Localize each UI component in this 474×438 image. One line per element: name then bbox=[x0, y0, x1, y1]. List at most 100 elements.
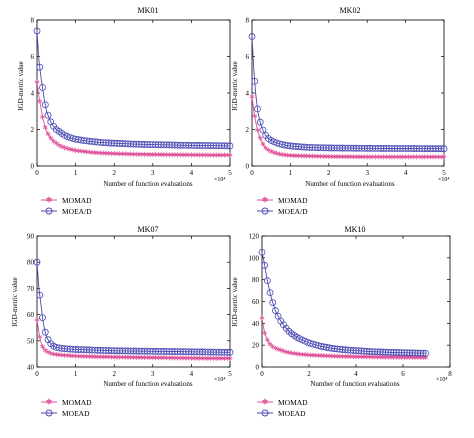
data-point-marker bbox=[355, 144, 363, 152]
data-point-marker bbox=[36, 291, 44, 299]
data-point-marker bbox=[121, 347, 129, 355]
legend-label-1: MOMAD bbox=[278, 398, 308, 407]
data-point-marker bbox=[392, 349, 400, 356]
data-point-marker bbox=[259, 126, 267, 134]
data-point-marker bbox=[193, 142, 201, 149]
data-point-marker bbox=[328, 344, 336, 352]
data-point-marker bbox=[72, 346, 79, 353]
data-point-marker bbox=[196, 142, 204, 149]
data-point-marker bbox=[94, 346, 102, 354]
data-point-marker bbox=[66, 345, 74, 353]
legend-marker-2 bbox=[45, 409, 53, 417]
data-point-marker bbox=[152, 141, 159, 149]
data-point-marker bbox=[91, 138, 99, 146]
data-point-marker bbox=[174, 348, 182, 356]
data-point-marker bbox=[325, 144, 333, 152]
data-point-marker bbox=[69, 345, 77, 353]
x-tick-label: 0 bbox=[35, 169, 39, 177]
data-point-marker bbox=[372, 144, 379, 152]
data-point-marker bbox=[256, 118, 264, 126]
legend-label-2: MOEA/D bbox=[278, 207, 308, 216]
data-point-marker bbox=[210, 348, 217, 356]
legend-marker-2 bbox=[261, 409, 269, 417]
y-tick-label: 90 bbox=[27, 233, 35, 241]
y-tick-label: 0 bbox=[256, 364, 260, 372]
data-point-marker bbox=[223, 142, 231, 150]
data-point-marker bbox=[199, 142, 206, 149]
data-point-marker bbox=[146, 141, 154, 148]
data-point-marker bbox=[437, 145, 445, 153]
data-point-marker bbox=[366, 348, 373, 355]
data-point-marker bbox=[249, 94, 255, 100]
data-point-marker bbox=[42, 124, 48, 130]
data-point-marker bbox=[119, 347, 126, 355]
data-point-marker bbox=[171, 141, 179, 149]
data-point-marker bbox=[366, 144, 374, 152]
data-point-marker bbox=[165, 348, 173, 355]
data-point-marker bbox=[317, 342, 325, 350]
data-point-marker bbox=[124, 140, 132, 148]
y-tick-label: 100 bbox=[249, 254, 260, 262]
data-point-marker bbox=[185, 348, 193, 356]
data-point-marker bbox=[196, 348, 204, 356]
data-point-marker bbox=[204, 142, 212, 149]
y-tick-label: 60 bbox=[27, 311, 35, 319]
data-point-marker bbox=[406, 349, 414, 357]
data-point-marker bbox=[259, 315, 265, 321]
data-point-marker bbox=[258, 248, 266, 256]
data-point-marker bbox=[267, 341, 273, 347]
data-point-marker bbox=[110, 347, 118, 355]
data-point-marker bbox=[187, 141, 195, 149]
y-tick-label: 8 bbox=[31, 17, 35, 25]
data-point-marker bbox=[319, 144, 327, 152]
data-point-marker bbox=[226, 142, 234, 150]
data-point-marker bbox=[320, 343, 328, 351]
data-point-marker bbox=[218, 348, 226, 356]
data-point-marker bbox=[37, 98, 43, 104]
data-point-marker bbox=[116, 140, 124, 147]
data-point-marker bbox=[311, 144, 319, 152]
chart-title: MK02 bbox=[340, 6, 361, 15]
data-point-marker bbox=[135, 347, 143, 355]
y-tick-label: 20 bbox=[252, 342, 260, 350]
data-point-marker bbox=[248, 33, 256, 40]
legend-marker-2 bbox=[261, 207, 269, 215]
y-tick-label: 40 bbox=[27, 364, 35, 372]
x-multiplier: ×10⁴ bbox=[214, 177, 225, 183]
y-tick-label: 6 bbox=[246, 53, 250, 61]
data-point-marker bbox=[70, 147, 76, 153]
y-tick-label: 6 bbox=[31, 53, 35, 61]
data-point-marker bbox=[199, 348, 206, 356]
data-point-marker bbox=[201, 142, 209, 149]
data-point-marker bbox=[328, 144, 335, 152]
data-point-marker bbox=[363, 144, 371, 152]
y-tick-label: 80 bbox=[252, 276, 260, 284]
data-point-marker bbox=[190, 348, 198, 356]
data-point-marker bbox=[110, 139, 118, 147]
data-point-marker bbox=[429, 145, 437, 153]
data-point-marker bbox=[55, 344, 63, 352]
x-tick-label: 4 bbox=[190, 370, 194, 378]
data-point-marker bbox=[34, 79, 40, 85]
data-point-marker bbox=[168, 348, 176, 355]
data-point-marker bbox=[419, 349, 427, 357]
data-point-marker bbox=[360, 347, 368, 355]
x-tick-label: 5 bbox=[442, 169, 446, 177]
data-point-marker bbox=[138, 347, 146, 355]
x-tick-label: 3 bbox=[365, 169, 369, 177]
data-point-marker bbox=[306, 143, 314, 151]
data-point-marker bbox=[97, 346, 104, 354]
data-point-marker bbox=[102, 139, 110, 147]
y-tick-label: 50 bbox=[27, 337, 35, 345]
data-point-marker bbox=[382, 145, 390, 152]
data-point-marker bbox=[347, 144, 355, 152]
data-point-marker bbox=[130, 140, 137, 148]
data-point-marker bbox=[266, 289, 274, 297]
data-point-marker bbox=[182, 348, 190, 356]
plot-frame bbox=[36, 235, 231, 368]
legend-label-2: MOEA/D bbox=[62, 207, 92, 216]
y-tick-label: 8 bbox=[246, 17, 250, 25]
data-point-marker bbox=[382, 348, 389, 356]
